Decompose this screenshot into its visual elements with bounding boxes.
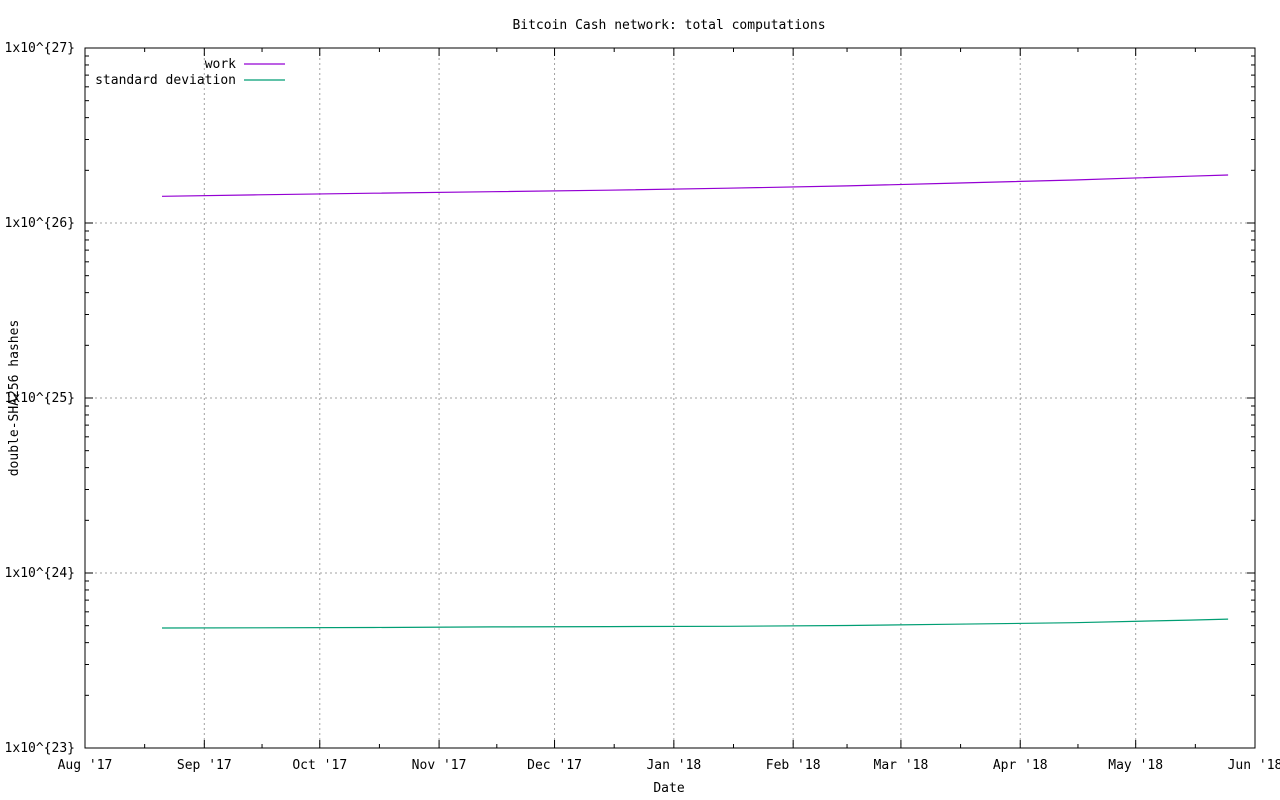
legend-label-work: work: [205, 57, 236, 72]
y-tick-label: 1x10^{24}: [5, 566, 75, 581]
x-tick-label: Mar '18: [874, 758, 929, 773]
legend-label-standard-deviation: standard deviation: [95, 73, 236, 88]
x-axis-label: Date: [653, 781, 684, 796]
x-tick-label: Apr '18: [993, 758, 1048, 773]
y-tick-label: 1x10^{27}: [5, 41, 75, 56]
x-tick-label: Aug '17: [58, 758, 113, 773]
x-tick-label: Oct '17: [292, 758, 347, 773]
y-axis-label: double-SHA256 hashes: [7, 320, 22, 477]
chart-title: Bitcoin Cash network: total computations: [512, 18, 825, 33]
y-tick-label: 1x10^{26}: [5, 216, 75, 231]
x-tick-label: Jun '18: [1228, 758, 1280, 773]
series-line-work: [161, 174, 1229, 197]
y-tick-label: 1x10^{25}: [5, 391, 75, 406]
x-tick-label: Dec '17: [527, 758, 582, 773]
series-line-standard-deviation: [161, 618, 1229, 629]
x-tick-label: Feb '18: [766, 758, 821, 773]
x-tick-label: Sep '17: [177, 758, 232, 773]
y-tick-label: 1x10^{23}: [5, 741, 75, 756]
grid: [85, 48, 1255, 748]
x-tick-label: Jan '18: [646, 758, 701, 773]
x-tick-label: May '18: [1108, 758, 1163, 773]
axis-ticks: Aug '17 Sep '17 Oct '17 Nov '17 Dec '17 Jan '…: [5, 41, 1280, 773]
x-tick-label: Nov '17: [412, 758, 467, 773]
series-layer: [161, 174, 1229, 629]
